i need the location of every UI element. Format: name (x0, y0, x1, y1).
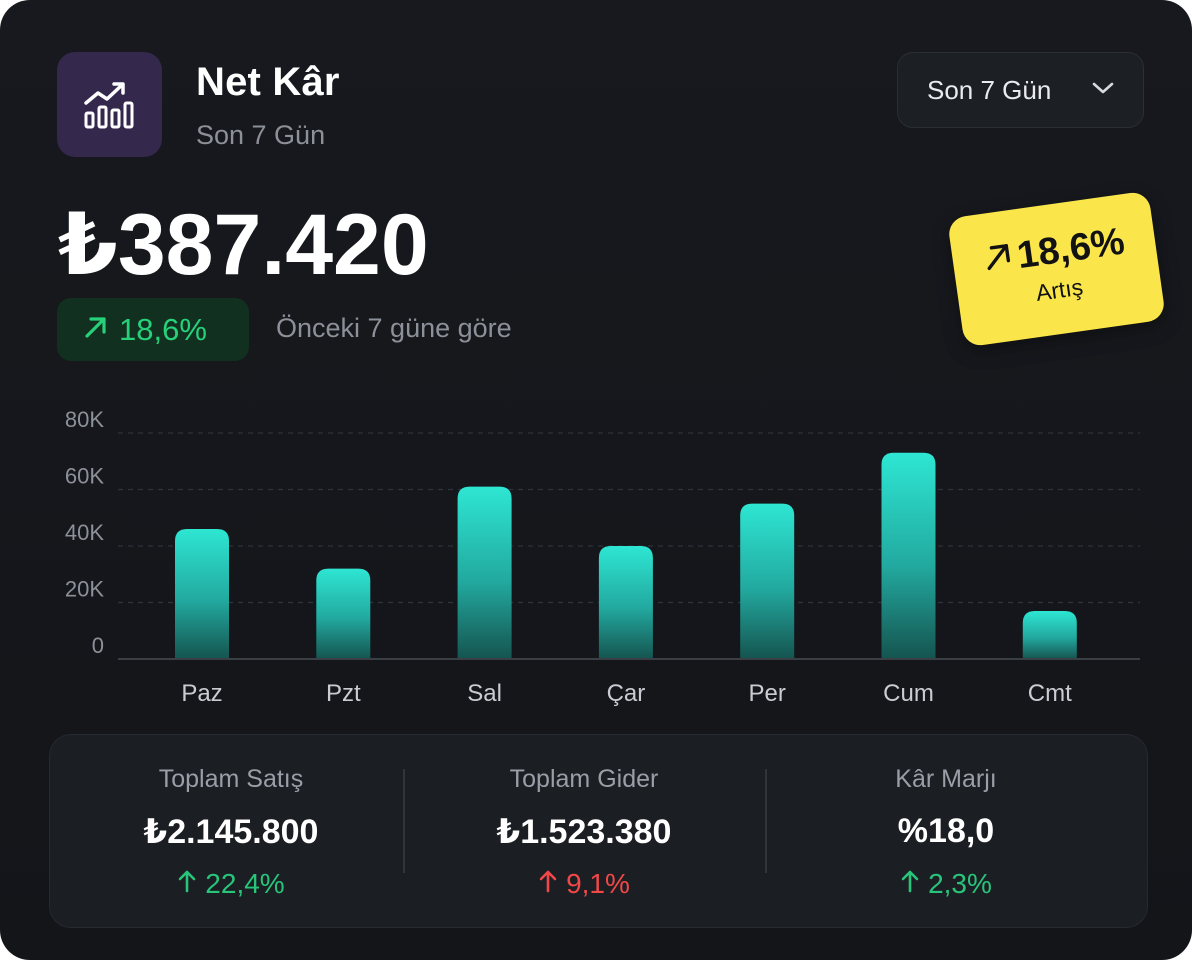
sticker-value: 18,6% (1014, 220, 1128, 278)
arrow-up-icon (538, 868, 558, 900)
stat-value: ₺1.523.380 (496, 813, 672, 851)
stat-label: Kâr Marjı (895, 765, 997, 793)
sticker-label: Artış (1034, 273, 1085, 306)
arrow-up-icon (177, 868, 197, 900)
stat-change-value: 2,3% (928, 868, 992, 899)
x-tick-label: Per (749, 680, 786, 707)
daily-profit-bar-chart: 0 20K 40K 60K 80K Paz Pzt Sal Çar Per Cum Cmt (65, 407, 1140, 707)
change-badge: 18,6% (57, 298, 249, 361)
stat-total-sales: Toplam Satış ₺2.145.800 22,4% (50, 735, 412, 929)
y-tick-label: 80K (65, 407, 104, 432)
bar-Cum (881, 452, 936, 659)
bar-Per (740, 503, 795, 659)
chevron-down-icon (1091, 80, 1115, 101)
x-tick-label: Çar (607, 680, 646, 707)
period-dropdown-label: Son 7 Gün (927, 74, 1052, 105)
y-tick-label: 20K (65, 577, 104, 602)
stat-change: 2,3% (765, 868, 1127, 900)
stat-change-value: 9,1% (566, 868, 630, 899)
arrow-up-right-icon (981, 236, 1017, 283)
divider (765, 769, 767, 873)
stat-total-expense: Toplam Gider ₺1.523.380 9,1% (403, 735, 765, 929)
bar-Çar (598, 546, 653, 659)
stat-value: %18,0 (897, 812, 995, 850)
x-tick-label: Cum (883, 680, 934, 707)
divider (403, 769, 405, 873)
compare-text: Önceki 7 güne göre (276, 313, 512, 343)
chart-trend-icon (57, 52, 162, 157)
bar-Sal (457, 486, 512, 659)
period-dropdown[interactable]: Son 7 Gün (897, 52, 1144, 128)
x-tick-label: Cmt (1028, 680, 1072, 707)
bar-Paz (175, 529, 229, 659)
stat-label: Toplam Gider (509, 765, 659, 793)
stat-change: 22,4% (50, 868, 412, 900)
change-value: 18,6% (119, 311, 207, 347)
x-tick-label: Paz (181, 680, 222, 707)
stat-profit-margin: Kâr Marjı %18,0 2,3% (765, 735, 1127, 929)
y-tick-label: 40K (65, 520, 104, 545)
y-tick-label: 0 (92, 633, 104, 658)
arrow-up-right-icon (83, 312, 109, 348)
stat-label: Toplam Satış (158, 765, 304, 793)
stats-panel: Toplam Satış ₺2.145.800 22,4% Toplam Gid… (49, 734, 1148, 928)
x-tick-label: Pzt (326, 680, 361, 707)
stat-value: ₺2.145.800 (143, 813, 319, 851)
y-tick-label: 60K (65, 464, 104, 489)
page-title: Net Kâr (196, 60, 340, 104)
stat-change: 9,1% (403, 868, 765, 900)
page-subtitle: Son 7 Gün (196, 120, 326, 150)
bar-Cmt (1022, 610, 1077, 659)
x-tick-label: Sal (467, 680, 502, 707)
stat-change-value: 22,4% (205, 868, 285, 899)
arrow-up-icon (900, 868, 920, 900)
increase-sticker: 18,6% Artış (946, 190, 1167, 348)
bar-Pzt (316, 568, 371, 659)
net-profit-value: ₺387.420 (58, 197, 429, 293)
